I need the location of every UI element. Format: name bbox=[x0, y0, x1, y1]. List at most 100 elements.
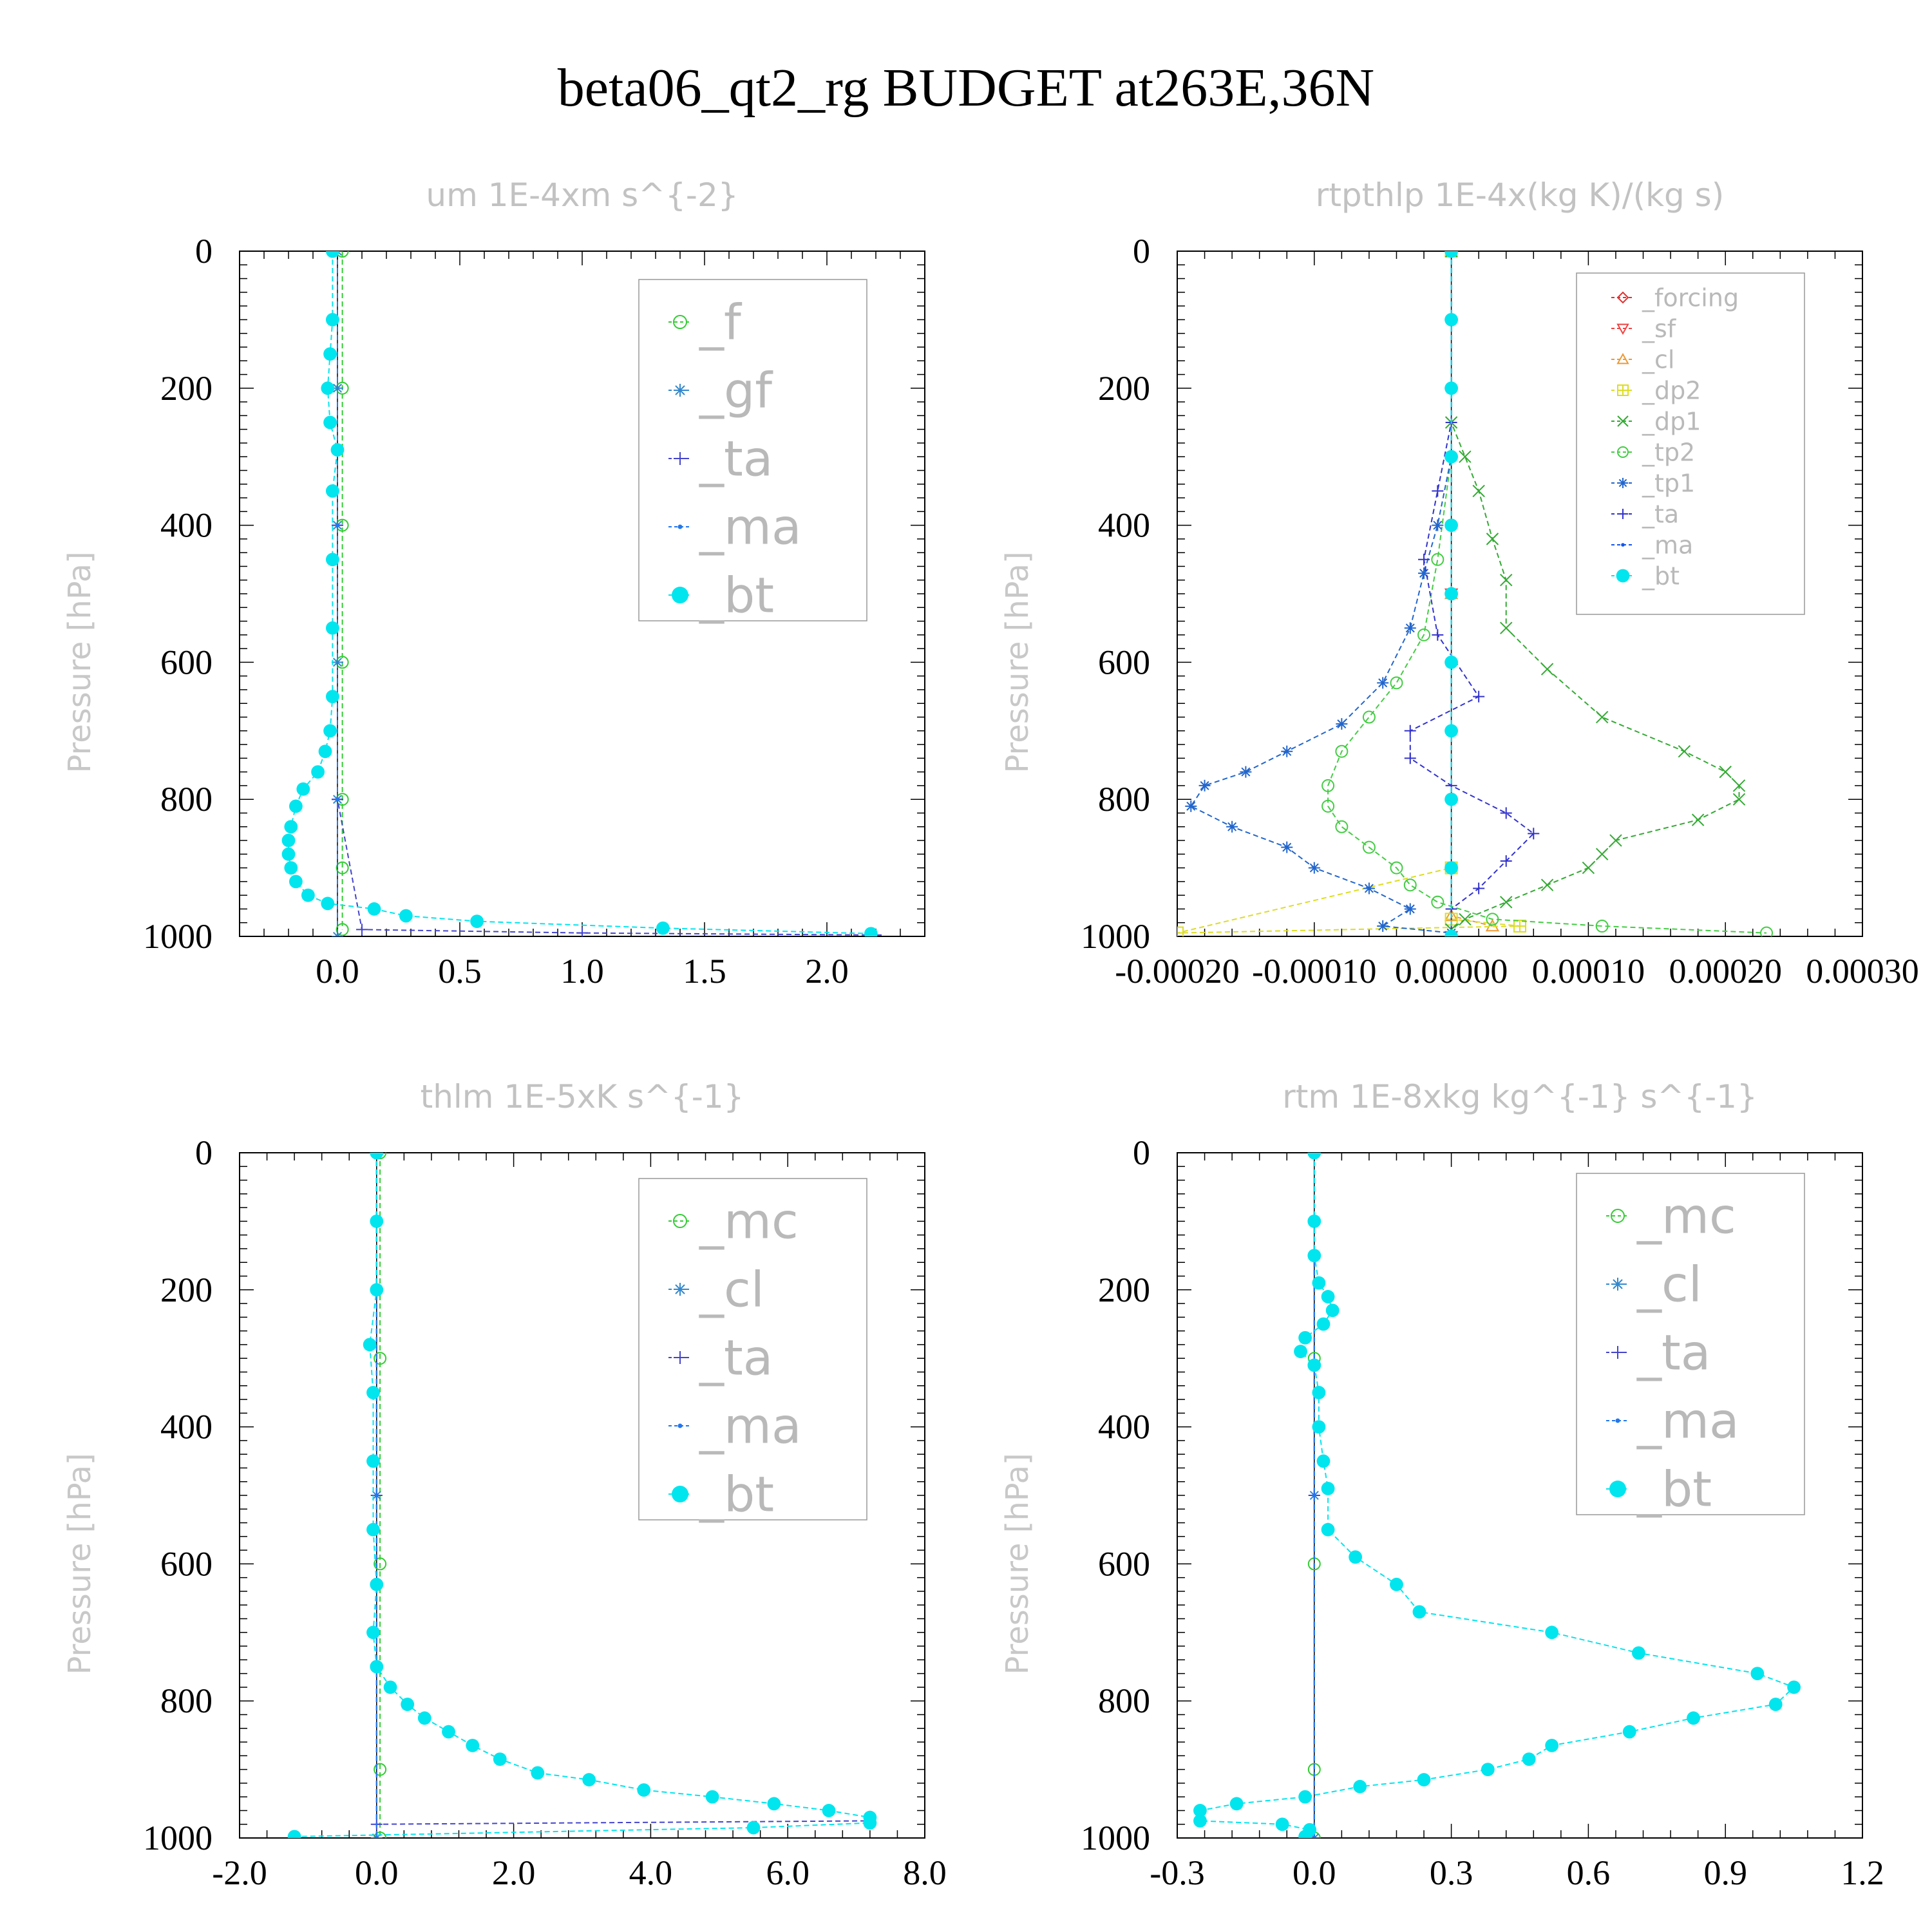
data-point bbox=[1321, 1290, 1335, 1303]
x-tick-label: 0.00030 bbox=[1806, 952, 1919, 990]
data-point bbox=[1362, 840, 1376, 854]
x-tick-label: 2.0 bbox=[805, 952, 849, 990]
y-tick-label: 0 bbox=[1133, 1133, 1150, 1172]
x-tick-label: 2.0 bbox=[492, 1853, 536, 1892]
data-point bbox=[1632, 1646, 1645, 1660]
data-point bbox=[1312, 1386, 1326, 1399]
data-point bbox=[1500, 855, 1512, 867]
data-point bbox=[374, 1832, 387, 1838]
data-point bbox=[401, 1698, 415, 1711]
legend-box bbox=[638, 1178, 867, 1520]
legend: _mc _cl _ta _ma _bt bbox=[1576, 1173, 1805, 1518]
y-tick-label: 600 bbox=[160, 643, 213, 681]
data-point bbox=[1687, 1711, 1700, 1725]
legend-entry: _f bbox=[699, 294, 743, 351]
x-tick-label: 0.6 bbox=[1567, 1853, 1611, 1892]
legend-entry: _sf bbox=[1642, 314, 1677, 343]
data-point bbox=[1787, 1680, 1801, 1694]
data-point bbox=[864, 927, 878, 936]
x-tick-label: 0.0 bbox=[316, 952, 359, 990]
series-group bbox=[281, 251, 882, 936]
x-tick-label: -0.3 bbox=[1150, 1853, 1204, 1892]
panel-thlm: -2.0 0.0 2.0 4.0 6.0 8.0 0 200 400 600 800 1000 thlm… bbox=[62, 1078, 947, 1892]
legend-box bbox=[638, 279, 867, 621]
legend-marker bbox=[677, 1423, 683, 1428]
data-point bbox=[366, 1625, 380, 1640]
legend-marker bbox=[674, 452, 687, 465]
series-group bbox=[287, 1153, 877, 1838]
data-point bbox=[1545, 1738, 1559, 1752]
data-point bbox=[366, 1454, 380, 1468]
data-point bbox=[1595, 710, 1609, 724]
data-point bbox=[335, 797, 340, 802]
data-point bbox=[1281, 841, 1293, 853]
data-point bbox=[705, 1790, 719, 1804]
data-point bbox=[1540, 878, 1554, 891]
legend-entry: _bt bbox=[1636, 1461, 1712, 1518]
data-point bbox=[1444, 792, 1459, 806]
data-point bbox=[326, 484, 339, 498]
data-point bbox=[321, 381, 335, 395]
main-title: beta06_qt2_rg BUDGET at263E,36N bbox=[557, 58, 1375, 118]
y-tick-label: 600 bbox=[160, 1544, 213, 1583]
panel-title: rtm 1E-8xkg kg^{-1} s^{-1} bbox=[1282, 1078, 1757, 1115]
data-point bbox=[1349, 1550, 1363, 1564]
data-point bbox=[1459, 913, 1472, 926]
data-point bbox=[822, 1804, 836, 1817]
data-point bbox=[1719, 765, 1732, 779]
data-point bbox=[296, 782, 310, 796]
data-point bbox=[326, 251, 339, 258]
y-tick-label: 800 bbox=[1098, 1681, 1150, 1720]
data-point bbox=[1431, 553, 1444, 566]
y-tick-label: 800 bbox=[160, 1681, 213, 1720]
legend: _f _gf _ta _ma _bt bbox=[638, 279, 867, 624]
data-point bbox=[1473, 690, 1485, 703]
y-tick-label: 200 bbox=[1098, 369, 1150, 408]
data-point bbox=[1472, 484, 1485, 498]
x-tick-label: -0.00010 bbox=[1252, 952, 1376, 990]
data-point bbox=[336, 923, 349, 936]
data-point bbox=[399, 909, 413, 923]
legend-marker bbox=[1617, 415, 1629, 427]
data-point bbox=[1390, 676, 1403, 690]
data-point bbox=[1473, 882, 1485, 895]
data-point bbox=[374, 1493, 379, 1498]
legend-marker bbox=[1616, 291, 1629, 304]
data-point bbox=[366, 1522, 380, 1537]
legend-marker bbox=[677, 524, 683, 529]
data-point bbox=[1432, 519, 1444, 531]
data-point bbox=[1500, 574, 1513, 587]
data-point bbox=[318, 744, 332, 759]
data-point bbox=[1193, 1814, 1207, 1828]
data-point bbox=[1431, 895, 1444, 909]
data-point bbox=[1316, 1454, 1331, 1468]
data-point bbox=[1298, 1331, 1312, 1345]
data-point bbox=[284, 861, 298, 875]
legend-marker bbox=[1616, 323, 1629, 336]
panel-rtm: -0.3 0.0 0.3 0.6 0.9 1.2 0 200 400 600 800 1000 rtm … bbox=[999, 1078, 1884, 1892]
data-point bbox=[1390, 861, 1403, 875]
data-point bbox=[1732, 793, 1746, 806]
legend-marker bbox=[674, 384, 687, 397]
legend-entry: _ta bbox=[699, 1329, 773, 1387]
x-tick-label: 6.0 bbox=[766, 1853, 810, 1892]
y-tick-label: 0 bbox=[195, 232, 213, 270]
data-point bbox=[1404, 724, 1416, 737]
y-tick-label: 1000 bbox=[143, 1819, 213, 1857]
data-point bbox=[1312, 1420, 1326, 1434]
data-point bbox=[1307, 1153, 1321, 1160]
legend-box bbox=[1576, 272, 1805, 615]
legend-marker bbox=[1616, 569, 1630, 583]
legend-marker bbox=[1617, 446, 1629, 458]
data-point bbox=[1390, 1577, 1403, 1591]
data-point bbox=[335, 523, 340, 527]
data-point bbox=[767, 1797, 781, 1811]
data-point bbox=[1316, 1317, 1331, 1331]
data-point bbox=[1298, 1790, 1312, 1804]
legend-marker bbox=[674, 1283, 687, 1296]
data-point bbox=[311, 765, 325, 779]
panel-title: thlm 1E-5xK s^{-1} bbox=[421, 1078, 744, 1115]
legend-marker bbox=[1615, 1418, 1620, 1423]
legend-entry: _dp1 bbox=[1642, 407, 1701, 435]
data-point bbox=[1336, 718, 1348, 730]
